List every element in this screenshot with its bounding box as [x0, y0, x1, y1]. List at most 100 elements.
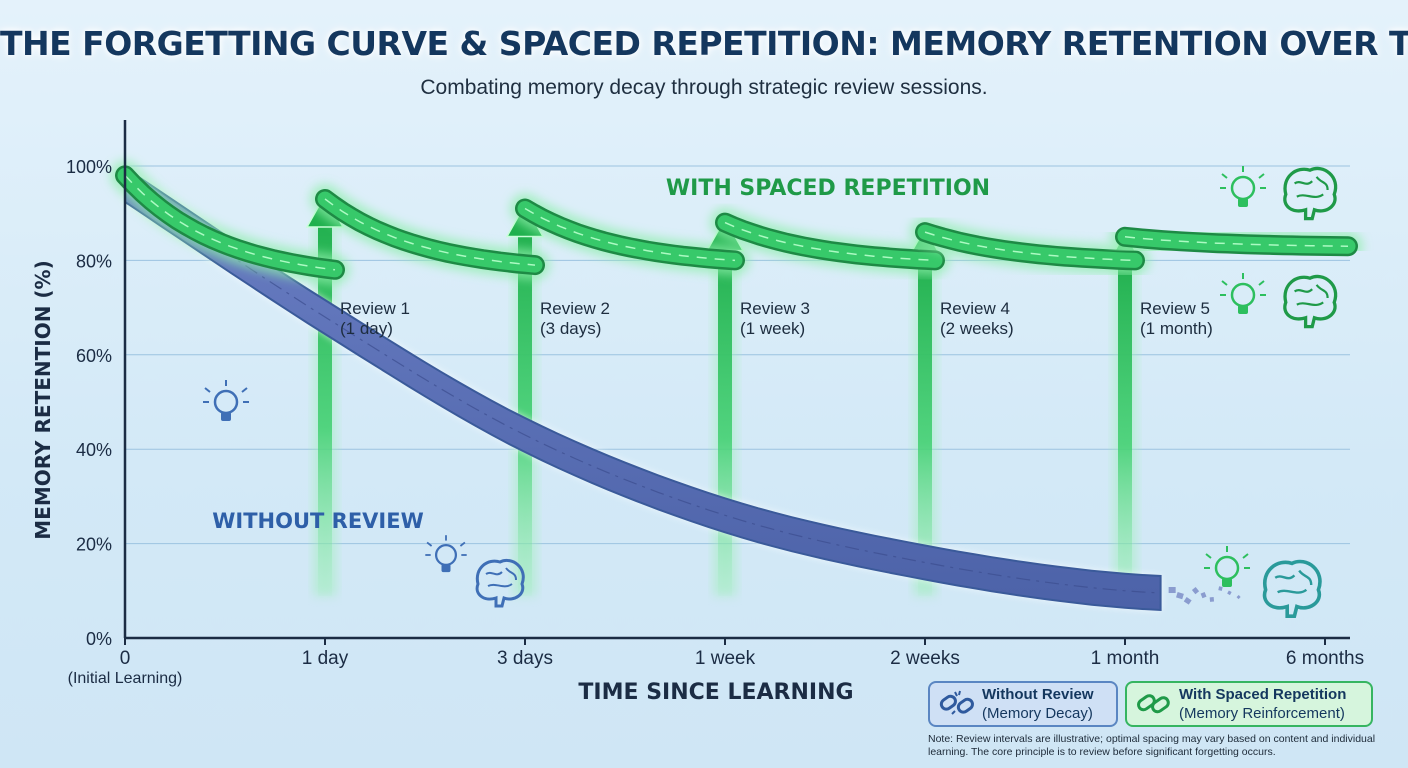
- review-label: Review 2: [540, 299, 610, 318]
- bulb-base: [1222, 578, 1232, 587]
- brain-icon: [1283, 166, 1338, 221]
- x-tick-label: 1 week: [695, 648, 756, 669]
- bulb-ray: [1221, 173, 1228, 179]
- reinforcement-neurons: [524, 207, 736, 262]
- spaced-repetition-curve: [110, 160, 1363, 285]
- brain-folds: [1293, 176, 1329, 199]
- decay-fragment: [1191, 587, 1200, 595]
- review-label: Review 3: [740, 299, 810, 318]
- legend-without-review: Without Review (Memory Decay): [928, 681, 1118, 727]
- legend-with-spaced-repetition: With Spaced Repetition (Memory Reinforce…: [1125, 681, 1373, 727]
- review-arrow-shaft: [918, 256, 932, 596]
- y-tick-label: 40%: [76, 440, 112, 460]
- footnote: Note: Review intervals are illustrative;…: [928, 733, 1376, 758]
- review-sublabel: (1 day): [340, 319, 393, 338]
- decay-fragment: [1176, 592, 1184, 600]
- brain-outline: [475, 559, 525, 608]
- y-tick-label: 20%: [76, 535, 112, 555]
- legend-without-title: Without Review: [982, 686, 1094, 703]
- x-tick-label: 2 weeks: [890, 648, 960, 669]
- x-tick-label: 6 months: [1286, 648, 1364, 669]
- decay-fragment: [1209, 597, 1215, 602]
- review-arrow: [1105, 231, 1145, 596]
- lightbulb-icon: [1220, 273, 1266, 314]
- brain-outline: [1262, 559, 1322, 619]
- bulb-glass: [213, 389, 239, 415]
- review-arrow-shaft: [518, 232, 532, 597]
- review-label: Review 4: [940, 299, 1010, 318]
- chain-link-icon: [1137, 694, 1170, 714]
- bulb-base: [1238, 305, 1248, 314]
- y-axis-title: MEMORY RETENTION (%): [31, 260, 55, 539]
- brain-icon: [475, 559, 525, 608]
- without-review-label: WITHOUT REVIEW: [212, 509, 424, 533]
- brain-icon: [1283, 274, 1338, 329]
- decay-fragment: [1183, 597, 1192, 605]
- review-sublabel: (2 weeks): [940, 319, 1014, 338]
- y-tick-label: 80%: [76, 251, 112, 271]
- decay-fragment: [1227, 590, 1232, 596]
- x-tick-label: 1 month: [1091, 648, 1160, 669]
- review-label: Review 5: [1140, 299, 1210, 318]
- reinforcement-neurons: [124, 174, 336, 271]
- lightbulb-icon: [425, 535, 467, 573]
- legend-with-title: With Spaced Repetition: [1179, 686, 1347, 703]
- x-tick-label: 3 days: [497, 648, 553, 669]
- review-arrow: [905, 226, 945, 596]
- decay-fragment: [1236, 594, 1241, 600]
- bulb-glass: [1214, 555, 1240, 581]
- legend-with-subtitle: (Memory Reinforcement): [1179, 705, 1345, 722]
- brain-outline: [1283, 166, 1338, 221]
- without-review-curve: [124, 166, 1241, 612]
- bulb-ray: [426, 541, 433, 547]
- bulb-ray: [1205, 553, 1212, 559]
- bulb-ray: [459, 541, 466, 547]
- y-tick-label: 100%: [66, 157, 112, 177]
- with-spaced-repetition-label: WITH SPACED REPETITION: [666, 176, 990, 201]
- bulb-base: [441, 564, 451, 573]
- lightbulb-icon: [1220, 166, 1266, 207]
- axes: [123, 120, 1350, 645]
- bulb-ray: [1258, 173, 1265, 179]
- decay-fragment: [1168, 587, 1176, 594]
- decay-fragment: [1218, 586, 1223, 591]
- brain-outline: [1283, 274, 1338, 329]
- brain-icon: [1262, 559, 1322, 619]
- bulb-glass: [1230, 175, 1256, 201]
- broken-chain-icon: [939, 690, 974, 715]
- review-arrow: [705, 217, 745, 596]
- decay-band-texture: [124, 184, 1161, 594]
- lightbulb-icon: [203, 380, 249, 421]
- reinforcement-neurons: [324, 198, 536, 266]
- x-axis-title: TIME SINCE LEARNING: [578, 680, 853, 705]
- bulb-base: [1238, 198, 1248, 207]
- bulb-base: [221, 412, 231, 421]
- y-tick-label: 0%: [86, 629, 112, 649]
- x-tick-label: 0: [120, 648, 131, 669]
- chart-subtitle: Combating memory decay through strategic…: [420, 76, 988, 99]
- y-tick-label: 60%: [76, 346, 112, 366]
- bulb-glass: [434, 543, 458, 567]
- bulb-ray: [204, 387, 211, 393]
- decorative-icons: [203, 166, 1338, 619]
- review-sublabel: (1 month): [1140, 319, 1213, 338]
- reinforcement-neurons: [1124, 236, 1349, 247]
- x-tick-label: 1 day: [302, 648, 349, 669]
- x-tick-sublabel: (Initial Learning): [68, 670, 183, 687]
- decay-band: [124, 166, 1162, 612]
- review-sublabel: (3 days): [540, 319, 601, 338]
- review-label: Review 1: [340, 299, 410, 318]
- brain-folds: [1274, 569, 1313, 594]
- bulb-ray: [1242, 553, 1249, 559]
- review-arrow-shaft: [1118, 260, 1132, 596]
- legend-without-subtitle: (Memory Decay): [982, 705, 1093, 722]
- brain-folds: [1293, 284, 1329, 307]
- review-arrow-shaft: [718, 246, 732, 596]
- review-sublabel: (1 week): [740, 319, 805, 338]
- bulb-ray: [1221, 280, 1228, 286]
- chart-title: THE FORGETTING CURVE & SPACED REPETITION…: [0, 24, 1408, 63]
- brain-folds: [485, 567, 517, 588]
- bulb-ray: [1258, 280, 1265, 286]
- decay-fragment: [1200, 592, 1207, 599]
- bulb-glass: [1230, 282, 1256, 308]
